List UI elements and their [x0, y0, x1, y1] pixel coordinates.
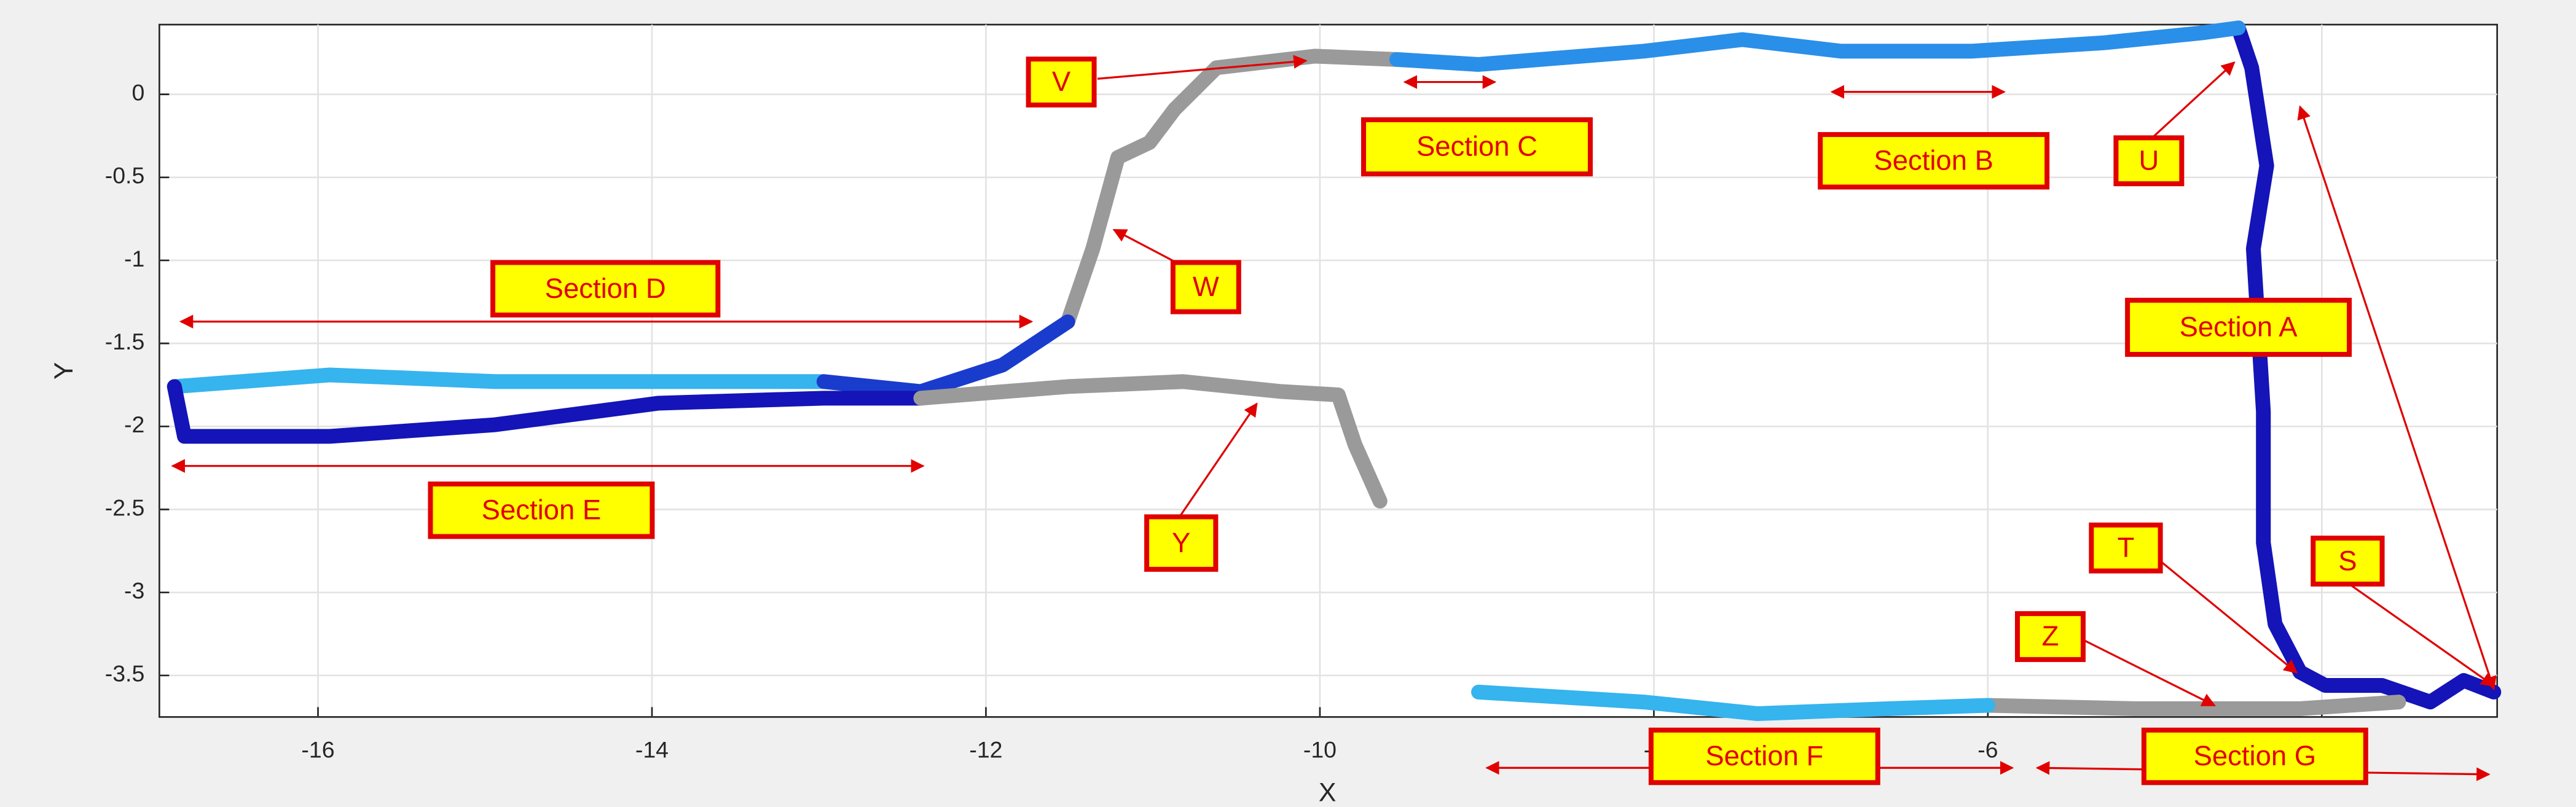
trajectory-segment: [2231, 20, 2502, 710]
annotation-box: [1818, 132, 2050, 190]
annotation-arrow: [1097, 55, 1308, 80]
x-tick-label: -6: [1977, 736, 1998, 762]
annotations: V Section C Section B U Section A W Section D S…: [171, 55, 2497, 786]
y-axis-label: Y: [49, 362, 79, 380]
x-tick-label: -14: [635, 736, 669, 762]
annotation-arrow: [2297, 105, 2497, 691]
y-tick-label: -2.5: [105, 494, 144, 520]
annotation-box: [2015, 611, 2086, 662]
y-tick-label: -1.5: [105, 329, 144, 354]
annotation-arrow: [2083, 639, 2216, 707]
plot-area: [158, 23, 2499, 718]
annotation-box: [2089, 522, 2163, 574]
annotation-box: [490, 260, 721, 318]
annotation-label: Section B: [1874, 144, 1993, 176]
annotation-label: W: [1193, 271, 1219, 302]
annotation-arrow: [1179, 402, 1258, 518]
y-tick-label: -0.5: [105, 163, 144, 189]
annotation-label: T: [2118, 532, 2135, 563]
annotation-box: [2311, 536, 2385, 587]
annotation-box: [2125, 297, 2352, 357]
annotation-label: U: [2138, 144, 2159, 176]
annotation-box: [1361, 117, 1593, 177]
annotation-box: [2141, 727, 2368, 786]
annotation-arrow: [2159, 560, 2298, 674]
annotation-box: [1170, 260, 1241, 314]
y-tick-label: -3: [124, 578, 144, 604]
annotation-box: [1026, 57, 1097, 107]
trajectory-segment: [1389, 20, 2246, 72]
annotation-label: Section F: [1705, 740, 1823, 771]
annotation-label: V: [1052, 66, 1071, 97]
trajectory-segment: [167, 379, 929, 444]
annotation-label: Section A: [2180, 311, 2298, 343]
y-tick-label: -3.5: [105, 661, 144, 687]
trajectory-segment: [1980, 695, 2406, 716]
annotation-label: Section D: [545, 273, 666, 304]
trajectory-segment: [913, 374, 1388, 509]
annotation-arrow: [2349, 583, 2496, 687]
annotation-arrow: [2151, 61, 2236, 139]
trajectory-segment: [167, 367, 831, 394]
annotation-label: Section G: [2194, 740, 2317, 771]
y-tick-label: -2: [124, 411, 144, 437]
annotation-arrow: [1112, 228, 1177, 263]
annotation-box: [1144, 514, 1219, 572]
x-tick-label: -10: [1303, 736, 1337, 762]
x-tick-label: -16: [301, 736, 334, 762]
trajectory-segment: [816, 314, 1075, 399]
y-tick-label: 0: [132, 80, 144, 106]
annotation-label: Y: [1172, 527, 1190, 558]
y-tick-label: -1: [124, 246, 144, 271]
trajectory-segment: [1471, 684, 1995, 722]
annotation-label: S: [2338, 545, 2357, 576]
annotation-label: Section C: [1416, 131, 1537, 162]
annotation-label: Z: [2042, 620, 2059, 652]
x-tick-label: -12: [969, 736, 1002, 762]
trajectory: [167, 20, 2502, 722]
x-axis-label: X: [1319, 778, 1337, 804]
annotation-box: [2113, 135, 2185, 187]
annotation-box: [1648, 727, 1880, 786]
annotation-label: Section E: [482, 494, 601, 525]
annotation-box: [428, 481, 655, 539]
